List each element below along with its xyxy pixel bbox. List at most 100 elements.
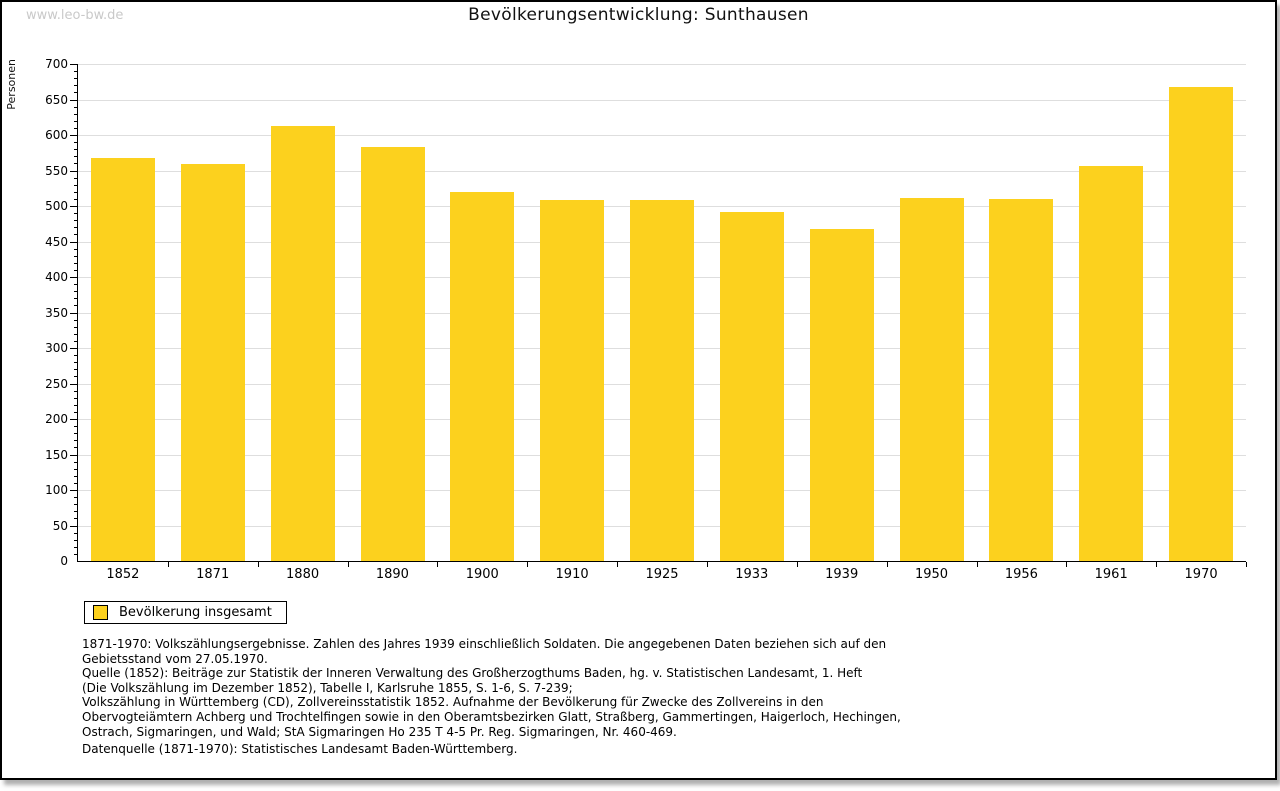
y-axis-tick-minor (74, 546, 77, 548)
gridline (78, 64, 1246, 65)
y-axis-tick-minor (74, 340, 77, 342)
y-axis-tick-minor (74, 291, 77, 293)
bar-1933 (719, 212, 784, 561)
y-axis-tick-minor (74, 113, 77, 115)
y-axis-tick-minor (74, 234, 77, 236)
bar-1970 (1169, 86, 1234, 561)
y-axis-tick-minor (74, 85, 77, 87)
bar-1890 (360, 147, 425, 561)
y-axis-tick-major (70, 277, 77, 278)
y-axis-tick-major (70, 170, 77, 172)
y-axis-tick-major (70, 99, 77, 101)
x-axis-label-1871: 1871 (196, 567, 230, 582)
y-axis-tick-minor (74, 369, 77, 371)
bar-1871 (180, 164, 245, 561)
x-axis-label-1939: 1939 (825, 567, 859, 582)
y-axis-tick-label: 150 (45, 447, 68, 462)
y-axis-tick-minor (74, 191, 77, 193)
y-axis-tick-label: 500 (45, 199, 68, 213)
legend-label: Bevölkerung insgesamt (119, 605, 272, 620)
x-axis-tick (257, 562, 259, 567)
y-axis-tick-label: 700 (45, 57, 68, 71)
footer-line: (Die Volkszählung im Dezember 1852), Tab… (82, 680, 573, 695)
y-axis-tick-minor (74, 106, 77, 108)
bar-1956 (989, 198, 1054, 561)
y-axis-tick-label: 0 (60, 554, 68, 568)
y-axis-tick-minor (74, 262, 77, 264)
y-axis-tick-minor (74, 92, 77, 94)
y-axis-tick-minor (74, 404, 77, 406)
y-axis-tick-minor (74, 504, 77, 506)
y-axis-tick-minor (74, 518, 77, 520)
x-axis-tick (437, 562, 439, 567)
x-axis-tick (617, 562, 619, 567)
x-axis-label-1956: 1956 (1004, 567, 1038, 582)
bar-1852 (90, 158, 155, 561)
bar-1910 (540, 200, 605, 561)
y-axis-tick-minor (74, 397, 77, 399)
y-axis-tick-major (70, 64, 77, 65)
footer-line: Ostrach, Sigmaringen, und Wald; StA Sigm… (82, 724, 677, 739)
y-axis-tick-minor (74, 411, 77, 413)
y-axis-tick-minor (74, 333, 77, 335)
x-axis-tick (886, 562, 888, 567)
y-axis-tick-minor (74, 213, 77, 215)
y-axis-tick-minor (74, 326, 77, 328)
y-axis-tick-minor (74, 376, 77, 378)
y-axis-tick-minor (74, 511, 77, 513)
x-axis-label-1970: 1970 (1184, 567, 1218, 582)
y-axis-tick-major (70, 206, 77, 207)
y-axis-tick-minor (74, 426, 77, 428)
y-axis-tick-minor (74, 440, 77, 442)
bar-1961 (1079, 165, 1144, 561)
y-axis-tick-minor (74, 553, 77, 555)
x-axis-label-1880: 1880 (286, 567, 320, 582)
y-axis-tick-minor (74, 532, 77, 534)
y-axis-tick-label: 350 (45, 305, 68, 320)
y-axis-tick-label: 550 (45, 163, 68, 178)
x-axis-tick (527, 562, 529, 567)
x-axis-label-1852: 1852 (106, 567, 140, 582)
bar-1939 (809, 228, 874, 561)
x-axis-label-1890: 1890 (375, 567, 409, 582)
y-axis-tick-label: 50 (52, 518, 68, 533)
y-axis-tick-minor (74, 362, 77, 364)
legend-swatch (93, 605, 108, 620)
y-axis-tick-minor (74, 156, 77, 158)
y-axis-tick-minor (74, 284, 77, 286)
y-axis-tick-minor (74, 461, 77, 463)
y-axis-tick-minor (74, 184, 77, 186)
y-axis-tick-minor (74, 305, 77, 307)
y-axis-tick-minor (74, 142, 77, 144)
y-axis-tick-minor (74, 71, 77, 73)
gridline (78, 99, 1246, 101)
y-axis-tick-label: 200 (45, 412, 68, 426)
footer-line: Gebietsstand vom 27.05.1970. (82, 651, 268, 666)
y-axis-tick-minor (74, 355, 77, 357)
footer-line: Obervogteiämtern Achberg und Trochtelfin… (82, 709, 901, 724)
y-axis-tick-major (70, 383, 77, 385)
y-axis-tick-label: 400 (45, 270, 68, 284)
x-axis-label-1950: 1950 (914, 567, 949, 582)
bar-1925 (630, 199, 694, 561)
y-axis-tick-minor (74, 255, 77, 257)
y-axis-tick-major (70, 135, 77, 136)
x-axis-label-1910: 1910 (555, 567, 589, 582)
y-axis-tick-major (70, 348, 77, 349)
page-title: Bevölkerungsentwicklung: Sunthausen (468, 5, 809, 25)
footer-line: Volkszählung in Württemberg (CD), Zollve… (82, 695, 824, 710)
y-axis-tick-minor (74, 497, 77, 499)
y-axis-tick-label: 650 (45, 92, 68, 107)
watermark: www.leo-bw.de (26, 8, 124, 23)
y-axis-tick-major (70, 419, 77, 420)
y-axis-tick-major (70, 241, 77, 243)
y-axis-tick-minor (74, 149, 77, 151)
y-axis-tick-minor (74, 319, 77, 321)
y-axis-tick-minor (74, 269, 77, 271)
y-axis-tick-minor (74, 78, 77, 80)
y-axis-tick-label: 250 (45, 376, 68, 391)
footer-line: 1871-1970: Volkszählungsergebnisse. Zahl… (82, 637, 887, 651)
y-axis-tick-minor (74, 482, 77, 484)
